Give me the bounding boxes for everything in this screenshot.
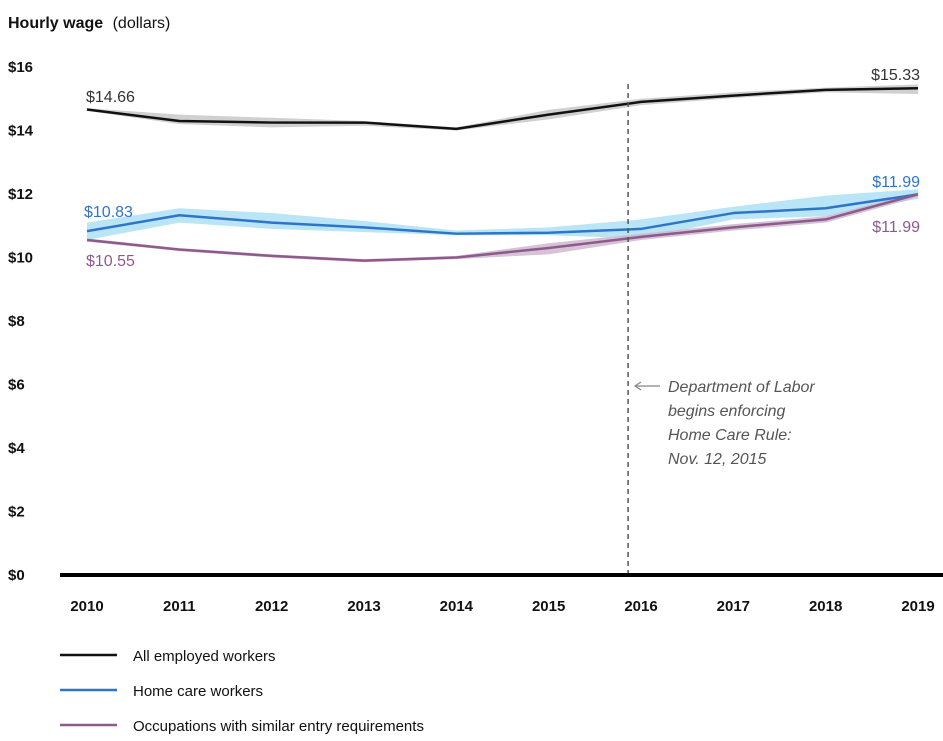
legend-item-home-care: Home care workers <box>60 683 263 700</box>
x-tick-label: 2011 <box>163 598 196 615</box>
y-tick-label: $6 <box>8 377 25 394</box>
annotation-line-1: Department of Labor <box>668 379 815 396</box>
similar-occupations-start-label: $10.55 <box>86 253 135 270</box>
all-workers-start-label: $14.66 <box>86 89 135 106</box>
annotation-line-4: Nov. 12, 2015 <box>668 451 767 468</box>
y-tick-label: $14 <box>8 123 34 140</box>
series-line <box>86 193 919 235</box>
similar-occupations-end-label: $11.99 <box>872 219 920 236</box>
x-tick-label: 2014 <box>440 598 474 615</box>
y-tick-label: $0 <box>8 567 25 584</box>
x-tick-label: 2019 <box>901 598 934 615</box>
series-line <box>86 87 919 131</box>
x-tick-label: 2018 <box>809 598 842 615</box>
y-axis-title-unit: (dollars) <box>113 15 171 32</box>
x-tick-label: 2015 <box>532 598 565 615</box>
series-band <box>87 192 918 263</box>
y-tick-label: $4 <box>8 440 25 457</box>
legend-label: Occupations with similar entry requireme… <box>133 718 424 735</box>
x-tick-label: 2017 <box>717 598 750 615</box>
confidence-bands <box>87 84 918 263</box>
x-tick-label: 2016 <box>624 598 657 615</box>
legend-label: Home care workers <box>133 683 263 700</box>
y-tick-label: $8 <box>8 313 25 330</box>
arrow-head <box>633 381 642 391</box>
series-line <box>86 193 919 262</box>
x-tick-label: 2013 <box>347 598 380 615</box>
x-axis-ticks: 2010 2011 2012 2013 2014 2015 2016 2017 2018 2019 <box>70 598 934 615</box>
all-workers-end-label: $15.33 <box>871 67 920 84</box>
y-tick-label: $10 <box>8 250 33 267</box>
home-care-start-label: $10.83 <box>84 204 133 221</box>
y-axis-ticks: $0 $2 $4 $6 $8 $10 $12 $14 $16 <box>8 59 34 584</box>
x-tick-label: 2010 <box>70 598 103 615</box>
y-tick-label: $2 <box>8 504 25 521</box>
y-axis-title: Hourly wage (dollars) <box>8 15 170 32</box>
x-tick-label: 2012 <box>255 598 288 615</box>
y-tick-label: $16 <box>8 59 33 76</box>
series-lines <box>86 87 919 262</box>
annotation-arrow <box>633 381 660 391</box>
annotation-line-2: begins enforcing <box>668 403 786 420</box>
y-axis-title-main: Hourly wage <box>8 15 103 32</box>
series-band <box>87 189 918 241</box>
legend-item-all-workers: All employed workers <box>60 648 276 665</box>
legend-item-similar-occupations: Occupations with similar entry requireme… <box>60 718 424 735</box>
legend-label: All employed workers <box>133 648 276 665</box>
legend: All employed workers Home care workers O… <box>60 648 424 735</box>
annotation-line-3: Home Care Rule: <box>668 427 792 444</box>
y-tick-label: $12 <box>8 186 33 203</box>
home-care-end-label: $11.99 <box>872 174 920 191</box>
